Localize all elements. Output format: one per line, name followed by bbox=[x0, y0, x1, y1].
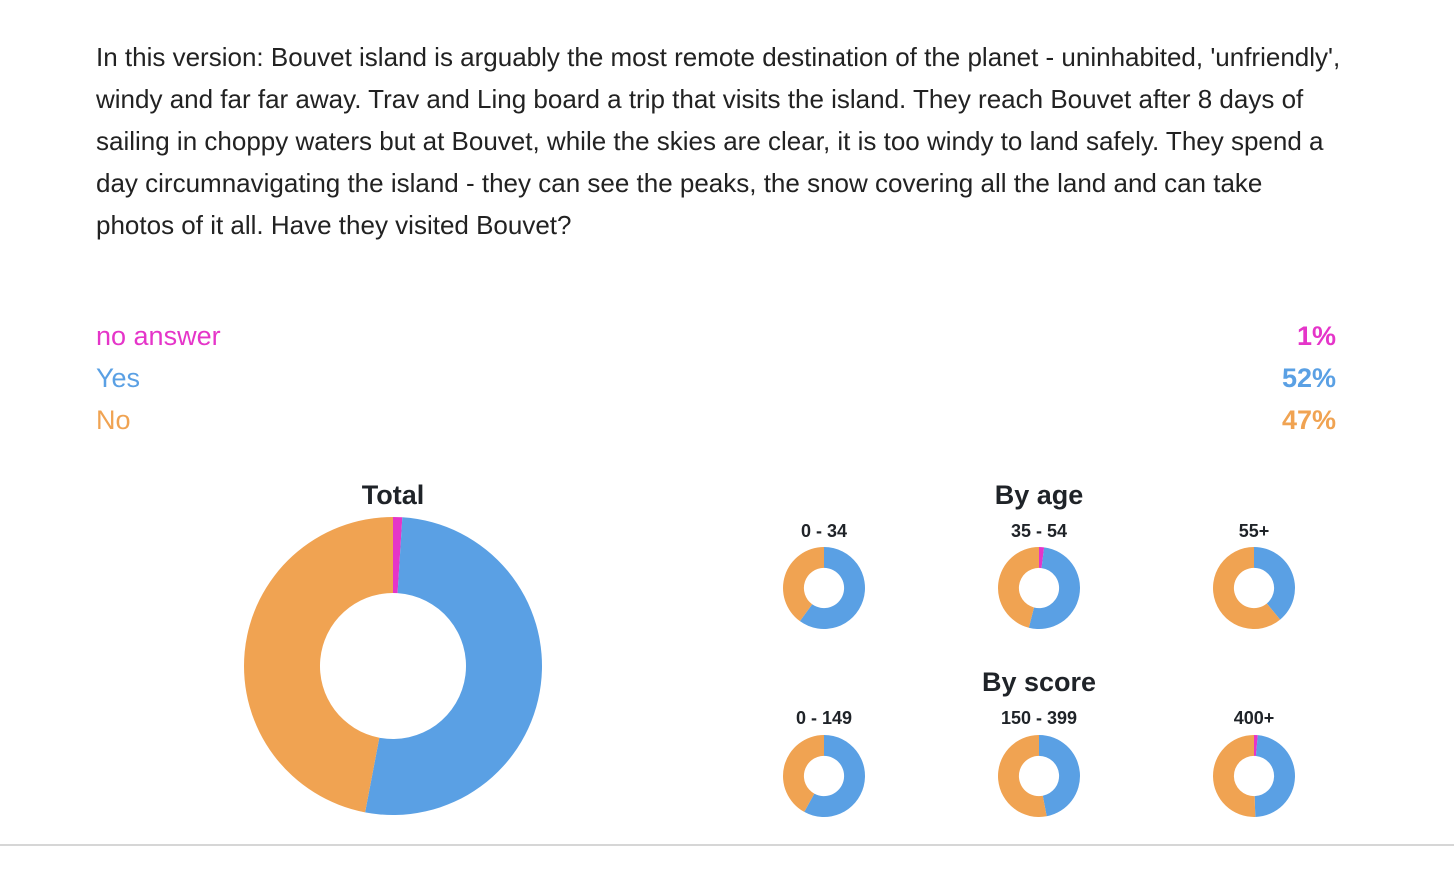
legend-label: No bbox=[96, 404, 131, 435]
legend-label: no answer bbox=[96, 320, 221, 351]
age-0-34-label: 0 - 34 bbox=[800, 521, 848, 541]
score-0-149-label: 0 - 149 bbox=[795, 708, 853, 728]
donut-slice-no bbox=[998, 735, 1047, 817]
legend-row-no-answer: no answer 1% bbox=[96, 315, 1336, 357]
donut-slice-yes bbox=[799, 547, 865, 629]
legend-percent: 52% bbox=[1281, 362, 1336, 393]
donut-slice-yes bbox=[365, 517, 542, 815]
donut-slice-yes bbox=[804, 735, 865, 817]
donut-slice-no-answer bbox=[1039, 547, 1045, 569]
answer-legend: no answer 1% Yes 52% No 47% bbox=[96, 315, 1336, 441]
legend-row-no: No 47% bbox=[96, 399, 1336, 441]
donut-slice-no bbox=[1213, 547, 1281, 629]
score-400-plus-label: 400+ bbox=[1233, 708, 1275, 728]
bottom-divider bbox=[0, 844, 1454, 846]
age-35-54-donut-chart bbox=[998, 547, 1080, 629]
score-150-399-donut-chart bbox=[998, 735, 1080, 817]
donut-slice-yes bbox=[1254, 735, 1295, 817]
score-150-399-label: 150 - 399 bbox=[1000, 708, 1078, 728]
total-chart-title: Total bbox=[361, 480, 425, 510]
by-age-title: By age bbox=[994, 480, 1084, 510]
by-score-title: By score bbox=[981, 667, 1097, 697]
score-0-149-donut-chart bbox=[783, 735, 865, 817]
donut-slice-no-answer bbox=[1254, 735, 1258, 756]
donut-slice-no bbox=[1212, 735, 1256, 817]
total-donut-chart bbox=[243, 517, 542, 815]
age-0-34-donut-chart bbox=[783, 547, 865, 629]
donut-slice-yes bbox=[1254, 547, 1295, 620]
donut-slice-no bbox=[783, 735, 824, 812]
donut-slice-yes bbox=[1039, 735, 1080, 817]
donut-slice-no-answer bbox=[393, 517, 403, 594]
age-55-plus-label: 55+ bbox=[1238, 521, 1270, 541]
donut-slice-no bbox=[998, 547, 1039, 628]
age-55-plus-donut-chart bbox=[1213, 547, 1295, 629]
legend-label: Yes bbox=[96, 362, 141, 393]
donut-slice-yes bbox=[1028, 547, 1080, 629]
age-35-54-label: 35 - 54 bbox=[1010, 521, 1068, 541]
legend-percent: 1% bbox=[1296, 320, 1336, 351]
question-text: In this version: Bouvet island is arguab… bbox=[96, 42, 1341, 240]
legend-row-yes: Yes 52% bbox=[96, 357, 1336, 399]
legend-percent: 47% bbox=[1281, 404, 1336, 435]
donut-slice-no bbox=[243, 517, 393, 813]
donut-slice-no bbox=[783, 547, 824, 622]
score-400-plus-donut-chart bbox=[1212, 735, 1295, 817]
